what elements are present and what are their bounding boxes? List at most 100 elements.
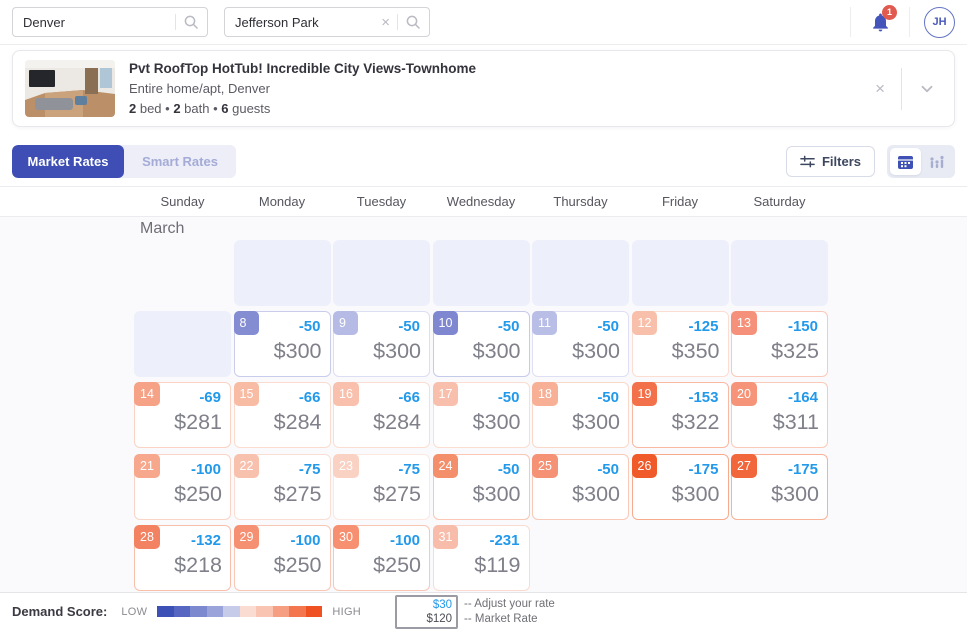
calendar-cell-day-25[interactable]: 25 -50 $300 <box>532 453 629 520</box>
market-price: $275 <box>273 481 322 506</box>
notifications-button[interactable]: 1 <box>851 4 909 33</box>
calendar-icon <box>898 155 913 169</box>
rate-adjustment: -75 <box>298 460 321 478</box>
market-price: $284 <box>273 410 322 435</box>
calendar-cell-day-11[interactable]: 11 -50 $300 <box>532 311 629 378</box>
rate-calendar: Sunday Monday Tuesday Wednesday Thursday Frid… <box>0 186 967 592</box>
notification-badge: 1 <box>882 4 897 20</box>
rate-adjustment: -50 <box>597 318 619 336</box>
date-badge: 10 <box>432 311 459 336</box>
low-label: LOW <box>121 605 148 618</box>
bar-chart-icon <box>929 155 944 168</box>
listing-subtitle: Entire home/apt, Denver <box>129 81 270 96</box>
market-price: $300 <box>572 481 620 506</box>
city-search-input[interactable] <box>23 14 168 30</box>
header-divider <box>909 7 910 37</box>
high-label: HIGH <box>332 605 362 618</box>
calendar-cell-day-23[interactable]: 23 -75 $275 <box>333 453 430 520</box>
calendar-cell-day-8[interactable]: 8 -50 $300 <box>233 311 331 378</box>
avatar[interactable]: JH <box>924 6 955 38</box>
chart-view-button[interactable] <box>921 148 952 175</box>
location-search-input[interactable] <box>235 14 382 30</box>
calendar-cell-day-30[interactable]: 30 -100 $250 <box>333 524 430 591</box>
rate-adjustment: -150 <box>787 318 818 336</box>
legend-captions: -- Adjust your rate -- Market Rate <box>464 597 555 627</box>
demand-scale-segment <box>239 606 257 617</box>
sliders-icon <box>800 155 815 168</box>
date-badge: 16 <box>333 382 359 407</box>
date-badge: 17 <box>432 382 459 407</box>
market-price: $300 <box>472 481 521 506</box>
market-price: $250 <box>273 552 322 577</box>
header-divider <box>850 7 851 37</box>
demand-score-label: Demand Score: <box>12 604 108 619</box>
calendar-cell-day-19[interactable]: 19 -153 $322 <box>631 382 729 449</box>
clear-search-icon[interactable]: × <box>381 13 390 31</box>
calendar-cell-day-29[interactable]: 29 -100 $250 <box>233 524 331 591</box>
calendar-cell-day-17[interactable]: 17 -50 $300 <box>432 382 530 449</box>
market-price: $300 <box>273 339 322 364</box>
card-close-icon[interactable]: × <box>875 79 885 98</box>
rate-adjustment: -100 <box>389 531 420 549</box>
calendar-cell-day-16[interactable]: 16 -66 $284 <box>333 382 430 449</box>
view-toggle <box>887 145 955 178</box>
demand-scale-segment <box>190 606 207 617</box>
location-search-box[interactable]: × <box>224 7 430 37</box>
filters-button[interactable]: Filters <box>785 146 875 177</box>
search-icon[interactable] <box>405 14 421 30</box>
calendar-cell-day-9[interactable]: 9 -50 $300 <box>333 311 430 378</box>
date-badge: 18 <box>532 382 558 407</box>
input-divider <box>397 14 398 30</box>
date-badge: 24 <box>432 453 459 478</box>
calendar-cell-day-14[interactable]: 14 -69 $281 <box>134 382 231 449</box>
market-price: $311 <box>772 410 819 435</box>
rate-adjustment: -50 <box>497 389 520 407</box>
calendar-cell-day-15[interactable]: 15 -66 $284 <box>233 382 331 449</box>
calendar-cell-empty <box>333 240 430 306</box>
calendar-cell-day-10[interactable]: 10 -50 $300 <box>432 311 530 378</box>
market-price: $300 <box>572 410 620 435</box>
market-price: $119 <box>474 552 521 577</box>
date-badge: 30 <box>333 524 359 549</box>
input-divider <box>175 14 176 30</box>
search-icon[interactable] <box>183 14 199 30</box>
date-badge: 23 <box>333 453 359 478</box>
calendar-cell-day-12[interactable]: 12 -125 $350 <box>631 311 729 378</box>
rate-adjustment: -66 <box>298 389 321 407</box>
day-header-thursday: Thursday <box>553 194 608 209</box>
demand-scale-segment <box>157 606 174 617</box>
tab-market-rates[interactable]: Market Rates <box>12 145 124 178</box>
calendar-cell-day-20[interactable]: 20 -164 $311 <box>731 382 828 449</box>
calendar-cell-day-27[interactable]: 27 -175 $300 <box>731 453 828 520</box>
calendar-cell-day-31[interactable]: 31 -231 $119 <box>432 524 530 591</box>
listing-stats: 2 bed • 2 bath • 6 guests <box>129 101 271 116</box>
calendar-cell-day-18[interactable]: 18 -50 $300 <box>532 382 629 449</box>
listing-title: Pvt RoofTop HotTub! Incredible City View… <box>129 61 476 76</box>
date-badge: 20 <box>731 382 757 407</box>
demand-scale-segment <box>173 606 191 617</box>
demand-scale-segment <box>272 606 290 617</box>
calendar-cell-day-13[interactable]: 13 -150 $325 <box>731 311 828 378</box>
day-header-tuesday: Tuesday <box>356 194 407 209</box>
city-search-box[interactable] <box>12 7 208 37</box>
rate-adjustment: -153 <box>688 389 719 407</box>
listing-card[interactable]: Pvt RoofTop HotTub! Incredible City View… <box>12 50 955 127</box>
calendar-cell-day-26[interactable]: 26 -175 $300 <box>631 453 729 520</box>
market-price: $300 <box>671 481 720 506</box>
rate-adjustment: -125 <box>688 318 719 336</box>
date-badge: 26 <box>631 453 658 478</box>
calendar-cell-day-28[interactable]: 28 -132 $218 <box>134 524 231 591</box>
market-price: $284 <box>373 410 421 435</box>
market-price: $300 <box>373 339 421 364</box>
calendar-cell-day-22[interactable]: 22 -75 $275 <box>233 453 331 520</box>
demand-scale-segment <box>289 606 306 617</box>
tab-smart-rates[interactable]: Smart Rates <box>124 145 236 178</box>
rate-adjustment: -100 <box>290 531 321 549</box>
calendar-cell-empty <box>432 240 530 306</box>
calendar-cell-day-24[interactable]: 24 -50 $300 <box>432 453 530 520</box>
calendar-cell-day-21[interactable]: 21 -100 $250 <box>134 453 231 520</box>
calendar-view-button[interactable] <box>890 148 921 175</box>
legend-footer: Demand Score: LOW HIGH $30 $120 -- Adjus… <box>0 592 967 630</box>
chevron-down-icon[interactable] <box>918 80 936 98</box>
rate-adjustment: -50 <box>298 318 321 336</box>
